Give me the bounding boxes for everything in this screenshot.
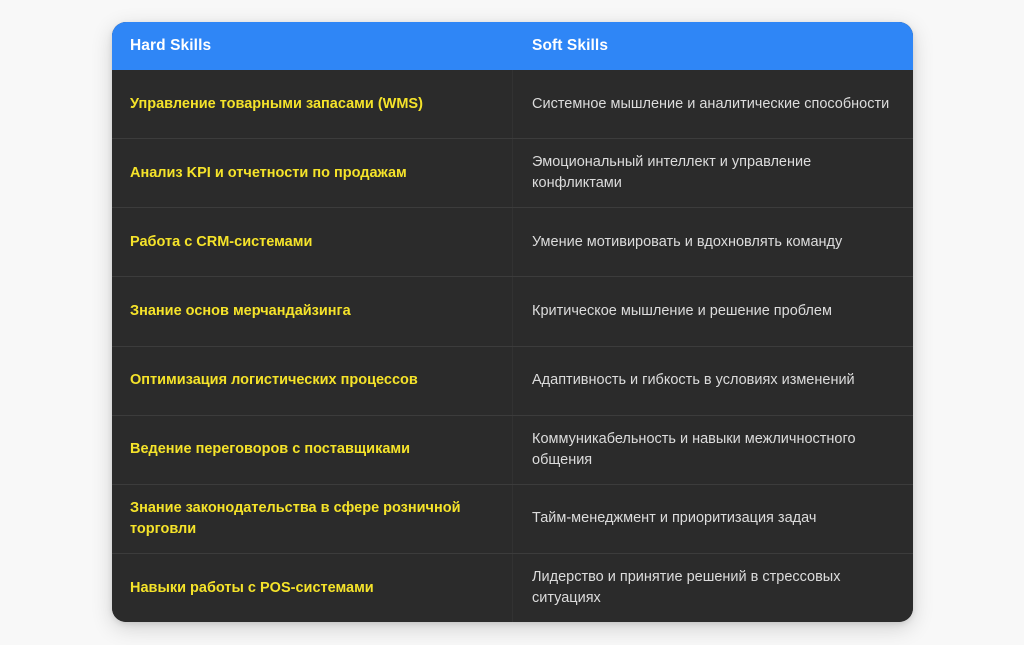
cell-hard-skill: Оптимизация логистических процессов: [112, 346, 513, 415]
table-row: Управление товарными запасами (WMS) Сист…: [112, 70, 913, 139]
table-row: Знание законодательства в сфере рознично…: [112, 483, 913, 553]
table-row: Ведение переговоров с поставщиками Комму…: [112, 414, 913, 484]
cell-soft-skill: Адаптивность и гибкость в условиях измен…: [532, 372, 855, 389]
cell-hard-skill: Знание законодательства в сфере рознично…: [112, 484, 513, 553]
column-header-soft-skills: Soft Skills: [532, 37, 609, 54]
cell-hard-skill: Анализ KPI и отчетности по продажам: [112, 139, 513, 208]
table-row: Знание основ мерчандайзинга Критическое …: [112, 276, 913, 346]
cell-soft-skill: Лидерство и принятие решений в стрессовы…: [532, 568, 841, 606]
cell-soft-skill: Критическое мышление и решение проблем: [532, 302, 832, 319]
table-row: Оптимизация логистических процессов Адап…: [112, 345, 913, 415]
cell-soft-skill: Коммуникабельность и навыки межличностно…: [532, 430, 856, 468]
cell-soft-skill: Эмоциональный интеллект и управление кон…: [532, 154, 812, 192]
cell-soft-skill: Умение мотивировать и вдохновлять команд…: [532, 233, 843, 250]
cell-hard-skill: Знание основ мерчандайзинга: [112, 277, 513, 346]
cell-hard-skill: Управление товарными запасами (WMS): [112, 70, 513, 139]
cell-hard-skill: Навыки работы с POS-системами: [112, 553, 513, 622]
table-row: Навыки работы с POS-системами Лидерство …: [112, 552, 913, 622]
cell-hard-skill: Ведение переговоров с поставщиками: [112, 415, 513, 484]
table-row: Анализ KPI и отчетности по продажам Эмоц…: [112, 138, 913, 208]
cell-soft-skill: Тайм-менеджмент и приоритизация задач: [532, 510, 817, 527]
column-header-hard-skills: Hard Skills: [130, 37, 212, 54]
table-header-row: Hard Skills Soft Skills: [112, 22, 913, 70]
cell-soft-skill: Системное мышление и аналитические спосо…: [532, 95, 890, 112]
table-body: Управление товарными запасами (WMS) Сист…: [112, 70, 913, 622]
cell-hard-skill: Работа с CRM-системами: [112, 208, 513, 277]
skills-comparison-card: Hard Skills Soft Skills Управление товар…: [112, 22, 913, 622]
table-row: Работа с CRM-системами Умение мотивирова…: [112, 207, 913, 277]
